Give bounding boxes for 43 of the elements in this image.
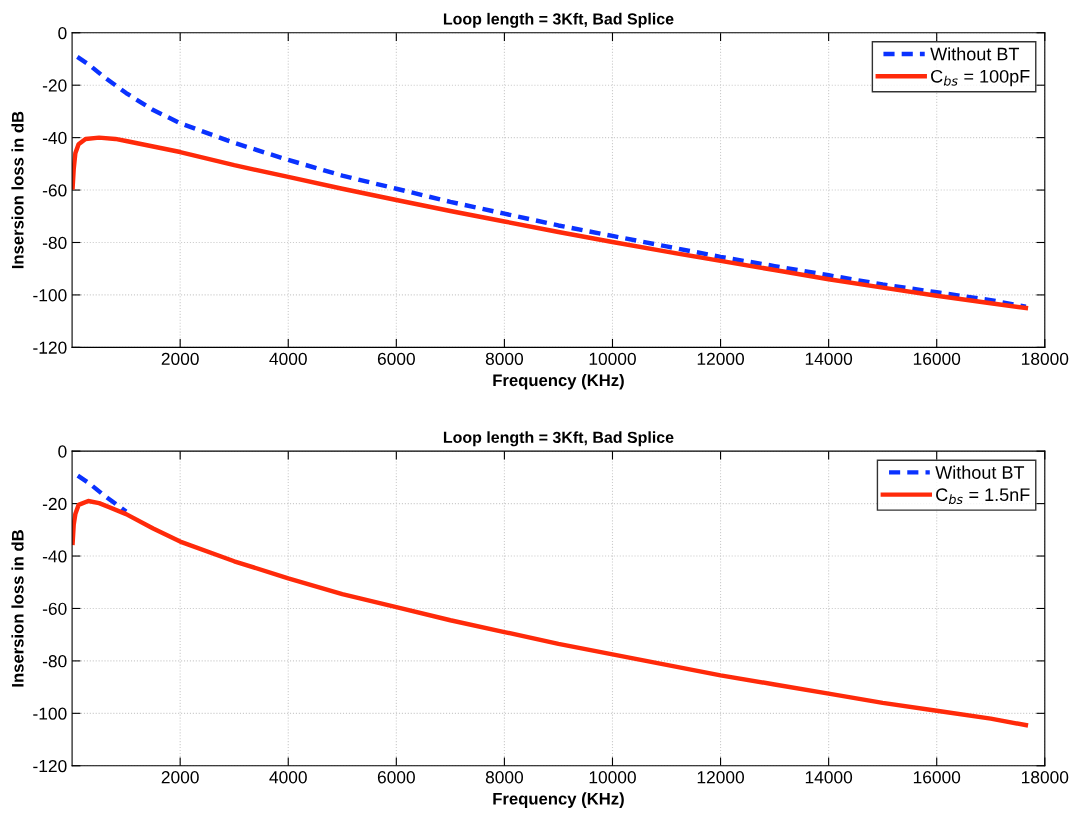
x-tick-label: 4000 xyxy=(269,771,307,784)
y-tick-label: -40 xyxy=(42,550,67,563)
x-axis-title: Frequency (KHz) xyxy=(493,373,624,390)
x-tick-label: 12000 xyxy=(697,352,745,365)
x-tick-label: 10000 xyxy=(589,352,636,365)
x-tick-label: 6000 xyxy=(377,771,415,784)
legend-label: Without BT xyxy=(930,47,1020,61)
y-axis-title: Insersion loss in dB xyxy=(11,111,24,269)
y-axis-title: Insersion loss in dB xyxy=(11,530,24,687)
x-tick-label: 14000 xyxy=(805,771,853,784)
x-tick-label: 18000 xyxy=(1021,352,1069,365)
y-tick-label: -100 xyxy=(33,289,67,302)
x-tick-label: 2000 xyxy=(161,771,199,784)
y-tick-label: -20 xyxy=(42,497,67,511)
x-tick-label: 2000 xyxy=(161,352,199,365)
x-tick-label: 8000 xyxy=(485,771,524,784)
x-tick-label: 16000 xyxy=(913,352,961,365)
x-tick-label: 10000 xyxy=(589,771,636,784)
legend-label: Without BT xyxy=(935,465,1025,479)
y-tick-label: -60 xyxy=(42,184,67,197)
x-tick-label: 12000 xyxy=(697,771,745,784)
legend-label: C$_{bs}$ = 100pF xyxy=(931,69,1030,87)
y-tick-label: -80 xyxy=(42,236,67,249)
chart-title: Loop length = 3Kft, Bad Splice xyxy=(443,12,674,28)
x-tick-label: 6000 xyxy=(377,352,415,365)
y-tick-label: -60 xyxy=(42,602,67,615)
y-tick-label: -120 xyxy=(33,341,67,354)
y-tick-label: 0 xyxy=(58,445,67,458)
y-tick-label: 0 xyxy=(58,26,67,40)
x-tick-label: 8000 xyxy=(485,352,524,365)
x-axis-title: Frequency (KHz) xyxy=(493,792,624,808)
y-tick-label: -20 xyxy=(42,79,67,92)
x-tick-label: 4000 xyxy=(269,352,307,365)
y-tick-label: -40 xyxy=(42,131,67,145)
x-tick-label: 18000 xyxy=(1021,771,1069,784)
y-tick-label: -100 xyxy=(33,707,67,720)
y-tick-label: -120 xyxy=(33,759,67,773)
x-tick-label: 14000 xyxy=(805,352,853,365)
line-series xyxy=(72,135,1029,311)
x-tick-label: 16000 xyxy=(913,771,961,784)
legend-label: C$_{bs}$ = 1.5nF xyxy=(936,488,1030,505)
chart-title: Loop length = 3Kft, Bad Splice xyxy=(443,431,674,447)
y-tick-label: -80 xyxy=(42,655,67,668)
